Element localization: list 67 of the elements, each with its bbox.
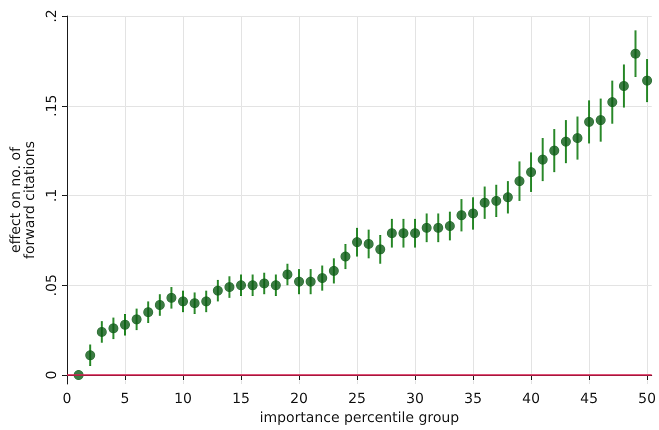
x-tick-label: 5 [120,391,130,407]
point [502,192,513,202]
point [514,176,524,186]
point [166,292,176,303]
point [433,222,444,233]
x-tick-label: 35 [464,391,482,407]
point [224,282,234,292]
x-tick-label: 45 [580,391,598,407]
point [468,208,478,218]
point [596,115,606,126]
x-tick-label: 40 [522,391,540,407]
point [364,238,374,249]
point [491,196,502,206]
point [120,320,130,330]
y-tick-label: 0 [44,370,60,380]
point [248,280,258,290]
point [108,323,118,334]
point [259,278,270,288]
point [132,314,142,324]
point [386,228,397,238]
point [410,228,420,238]
point [630,48,640,59]
point [328,266,339,276]
point [85,350,96,360]
point [317,273,328,284]
y-axis-title: effect on no. of forward citations [8,141,38,259]
point [526,167,536,178]
point [642,76,652,86]
y-tick-label: .15 [44,94,60,117]
point [190,298,200,308]
point [236,280,246,290]
point [143,307,154,318]
point [607,97,618,108]
point [270,280,281,290]
y-tick-label: .1 [44,188,60,202]
x-tick-label: 20 [290,391,308,407]
point [282,270,292,280]
x-axis-title: importance percentile group [260,410,460,426]
x-tick-label: 25 [348,391,366,407]
point [560,136,571,147]
x-tick-label: 30 [406,391,424,407]
point [178,296,188,306]
point [201,296,212,306]
point [422,222,432,233]
x-tick-label: 10 [174,391,192,407]
point [96,326,107,337]
x-tick-label: 50 [638,391,656,407]
point [294,276,304,287]
point [444,221,455,232]
point [480,198,490,208]
point [306,276,316,287]
y-tick-label: .2 [44,9,60,23]
point [538,154,548,165]
point [352,237,362,248]
y-tick-label: .05 [44,274,60,296]
point [375,244,386,254]
point [572,133,582,144]
point [340,252,350,262]
point [398,228,408,238]
point [584,116,594,127]
point [154,300,165,310]
point [212,286,223,296]
x-tick-label: 15 [232,391,250,407]
x-tick-label: 0 [62,391,72,407]
point [456,210,466,220]
point [549,146,560,156]
point [618,81,629,92]
